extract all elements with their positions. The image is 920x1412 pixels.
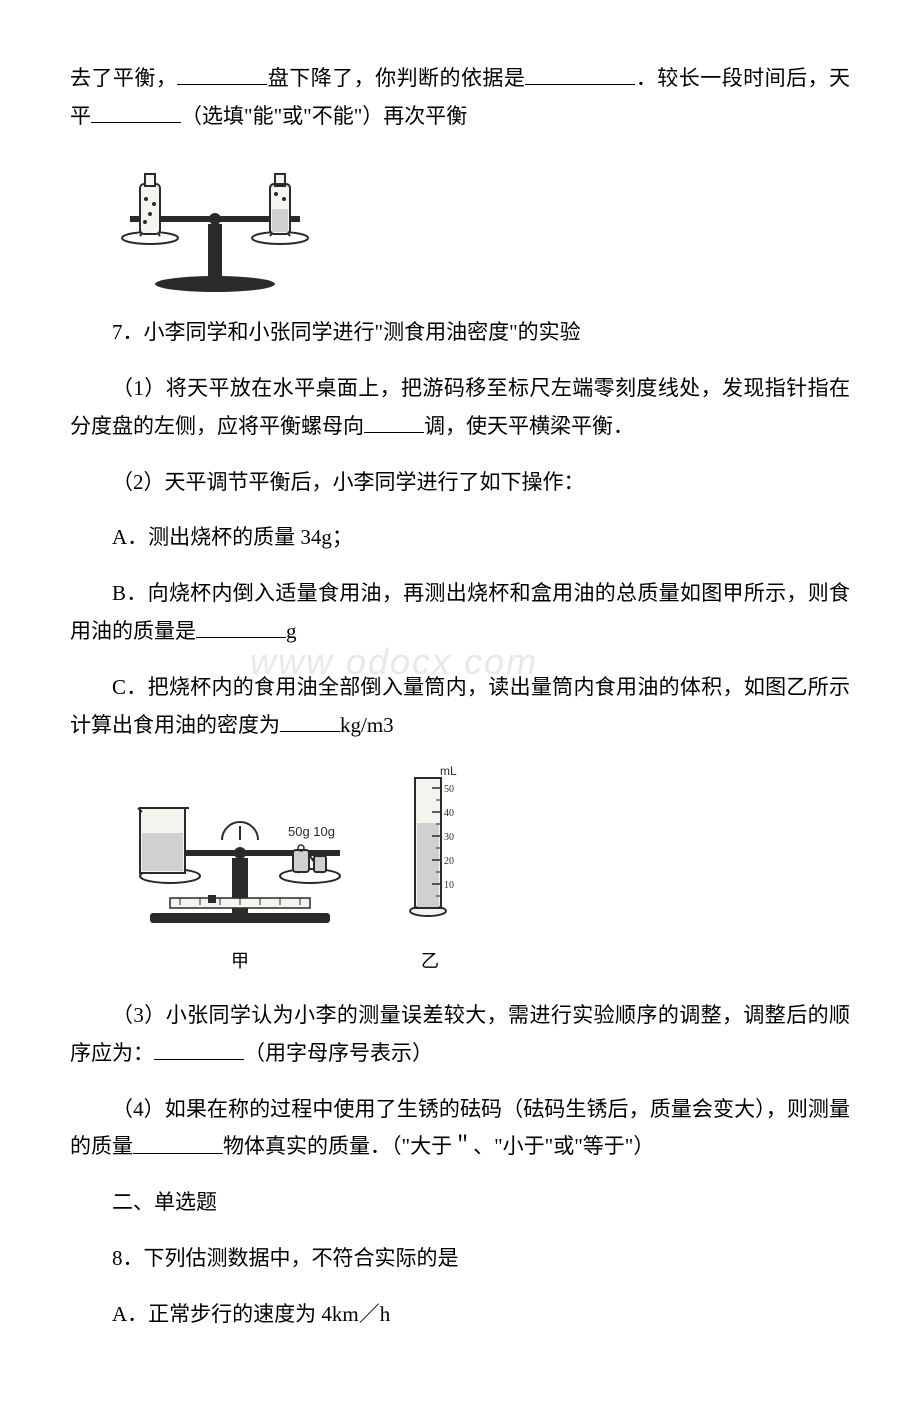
svg-text:10: 10	[444, 880, 454, 891]
figure-label-yi: 乙	[400, 945, 460, 977]
q7-p4: （4）如果在称的过程中使用了生锈的砝码（砝码生锈后，质量会变大），则测量的质量物…	[70, 1091, 850, 1167]
text-fragment: 去了平衡，	[70, 66, 177, 90]
text-fragment: （用字母序号表示）	[244, 1041, 433, 1065]
balance-bottles-svg	[110, 154, 320, 294]
figure-jia-wrapper: 50g 10g 甲	[110, 778, 370, 977]
text-fragment: 物体真实的质量．（"大于＂、"小于"或"等于"）	[223, 1135, 654, 1159]
blank-fill	[364, 408, 424, 433]
blank-fill	[196, 613, 286, 638]
document-container: www odocx com 去了平衡，盘下降了，你判断的依据是．较长一段时间后，…	[70, 60, 850, 1334]
q7-p2: （2）天平调节平衡后，小李同学进行了如下操作：	[70, 464, 850, 502]
figure-yi-wrapper: mL 50 40 30 20 1	[400, 763, 460, 977]
section-2-heading: 二、单选题	[70, 1184, 850, 1222]
weight-label: 50g 10g	[288, 824, 335, 839]
blank-fill	[133, 1128, 223, 1153]
figure-label-jia: 甲	[110, 945, 370, 977]
q8-title: 8．下列估测数据中，不符合实际的是	[70, 1240, 850, 1278]
blank-fill	[177, 60, 267, 85]
para-continuation: 去了平衡，盘下降了，你判断的依据是．较长一段时间后，天平（选填"能"或"不能"）…	[70, 60, 850, 136]
blank-fill	[154, 1035, 244, 1060]
text-fragment: g	[286, 619, 297, 643]
text-fragment: 调，使天平横梁平衡．	[424, 414, 634, 438]
blank-fill	[91, 98, 181, 123]
text-fragment: kg/m3	[340, 713, 394, 737]
q7-pB: B．向烧杯内倒入适量食用油，再测出烧杯和盒用油的总质量如图甲所示，则食用油的质量…	[70, 575, 850, 651]
svg-text:20: 20	[444, 856, 454, 867]
q7-pC: C．把烧杯内的食用油全部倒入量筒内，读出量筒内食用油的体积，如图乙所示计算出食用…	[70, 669, 850, 745]
figure-balance-bottles	[110, 154, 850, 294]
svg-text:50: 50	[444, 784, 454, 795]
cylinder-svg: mL 50 40 30 20 1	[400, 763, 460, 928]
blank-fill	[280, 707, 340, 732]
text-fragment: C．把烧杯内的食用油全部倒入量筒内，读出量筒内食用油的体积，如图乙所示计算出食用…	[70, 675, 850, 737]
q7-pA: A．测出烧杯的质量 34g；	[70, 519, 850, 557]
balance-beaker-svg: 50g 10g	[110, 778, 370, 928]
svg-text:40: 40	[444, 808, 454, 819]
text-fragment: （选填"能"或"不能"）再次平衡	[181, 104, 467, 128]
figure-row-jia-yi: 50g 10g 甲 mL	[110, 763, 850, 977]
text-fragment: 盘下降了，你判断的依据是	[267, 66, 525, 90]
svg-text:30: 30	[444, 832, 454, 843]
q7-p1: （1）将天平放在水平桌面上，把游码移至标尺左端零刻度线处，发现指针指在分度盘的左…	[70, 370, 850, 446]
q7-p3: （3）小张同学认为小李的测量误差较大，需进行实验顺序的调整，调整后的顺序应为：（…	[70, 997, 850, 1073]
cylinder-unit: mL	[440, 764, 457, 778]
blank-fill	[525, 60, 635, 85]
q7-title: 7．小李同学和小张同学进行"测食用油密度"的实验	[70, 314, 850, 352]
text-fragment: B．向烧杯内倒入适量食用油，再测出烧杯和盒用油的总质量如图甲所示，则食用油的质量…	[70, 581, 850, 643]
